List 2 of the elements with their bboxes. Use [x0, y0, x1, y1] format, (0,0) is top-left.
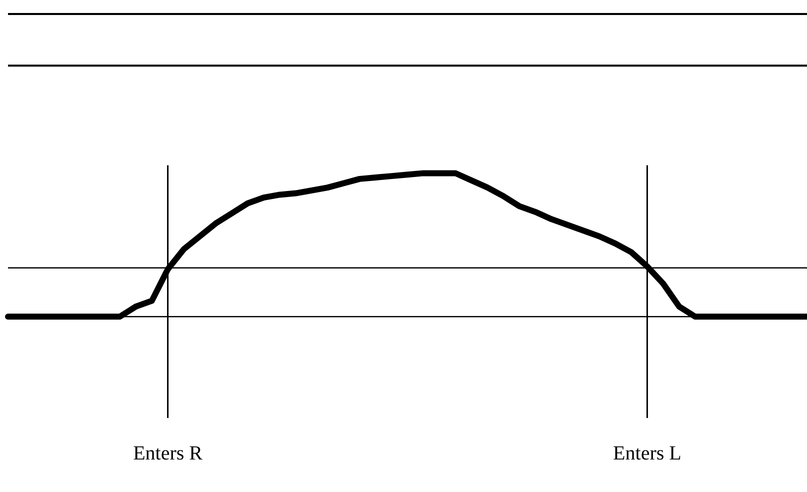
x-tick-label: Enters L — [613, 442, 682, 464]
x-tick-label: Enters R — [133, 442, 204, 464]
